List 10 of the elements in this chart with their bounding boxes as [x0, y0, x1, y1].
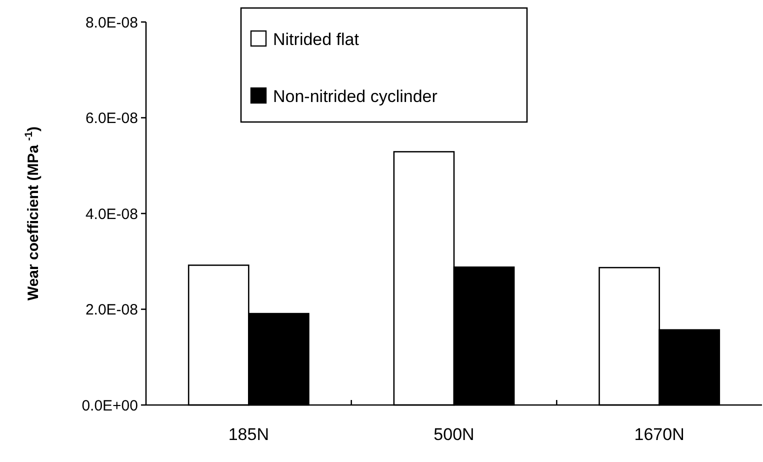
y-tick-label: 2.0E-08 — [85, 302, 138, 318]
x-tick-label: 185N — [228, 425, 269, 444]
y-tick-label: 4.0E-08 — [85, 206, 138, 223]
x-tick-label: 500N — [434, 425, 474, 444]
legend-label: Non-nitrided cyclinder — [273, 86, 438, 106]
y-tick-label: 8.0E-08 — [85, 14, 138, 32]
y-tick-label: 6.0E-08 — [85, 110, 138, 127]
y-tick-label: 0.0E+00 — [82, 397, 138, 414]
x-tick-label: 1670N — [634, 425, 684, 444]
legend-label: Nitrided flat — [273, 30, 360, 49]
